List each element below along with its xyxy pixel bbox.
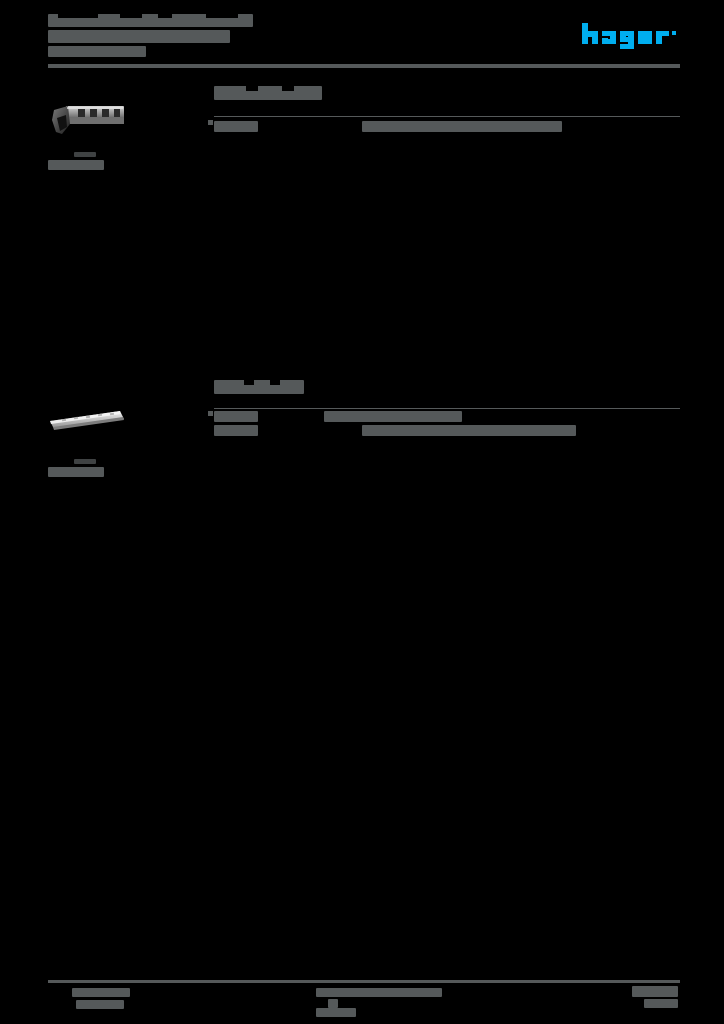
document-title-line-1 [48, 14, 253, 27]
heading-gap-1 [244, 380, 254, 385]
title-gap-4 [206, 12, 238, 18]
page-total [644, 999, 678, 1008]
footer-center-line-1 [316, 988, 442, 997]
spec-value [362, 121, 562, 132]
spec-label [214, 121, 258, 132]
row-bullet-icon [208, 411, 213, 416]
spec-label [214, 411, 258, 422]
spec-table [208, 112, 680, 134]
footer-page-number-block [632, 986, 680, 1008]
product-spec-column [208, 380, 680, 438]
section-heading [214, 86, 322, 100]
spec-value [362, 425, 576, 436]
product-section [0, 72, 724, 222]
spec-value [324, 411, 462, 422]
table-row [214, 422, 680, 438]
footer-center-line-3 [316, 1008, 356, 1017]
section-heading [214, 380, 304, 394]
hager-logo: hager [582, 22, 680, 52]
document-subtitle [48, 46, 146, 57]
footer-left-line-2 [76, 1000, 124, 1009]
title-gap-2 [120, 12, 142, 18]
product-caption [48, 459, 168, 477]
product-media-column [48, 100, 188, 170]
spec-table [208, 406, 680, 438]
product-caption-main [48, 467, 104, 477]
footer-divider [48, 980, 680, 983]
section-heading-wrap [214, 380, 680, 406]
table-row [208, 112, 680, 134]
section-heading-wrap [214, 86, 680, 112]
table-row [208, 406, 680, 422]
heading-gap-2 [270, 380, 280, 385]
product-caption [48, 152, 168, 170]
product-photo-connector [48, 100, 128, 144]
heading-gap-1 [246, 86, 258, 91]
product-section [0, 222, 724, 477]
page-footer [48, 980, 680, 1020]
footer-left-block [54, 988, 164, 1009]
spec-label [214, 425, 258, 436]
product-caption-small [74, 459, 96, 464]
title-gap-decor [48, 12, 348, 18]
row-divider [214, 408, 680, 409]
row-bullet-icon [208, 120, 213, 125]
heading-gap-2 [282, 86, 294, 91]
product-caption-small [74, 152, 96, 157]
title-gap-1 [58, 12, 98, 18]
document-title [48, 14, 348, 57]
product-media-column [48, 407, 188, 477]
document-title-line-2 [48, 30, 230, 43]
footer-left-line-1 [72, 988, 130, 997]
footer-center-block [316, 988, 566, 1017]
footer-center-line-2 [328, 999, 338, 1008]
product-spec-column [208, 86, 680, 134]
page-content [0, 72, 724, 477]
hager-logo-text: hager [582, 52, 583, 53]
page-header: hager [0, 0, 724, 72]
title-gap-3 [158, 12, 172, 18]
row-divider [214, 116, 680, 117]
header-divider [48, 64, 680, 68]
product-photo-rail [48, 407, 128, 451]
page-number [632, 986, 678, 997]
product-caption-main [48, 160, 104, 170]
